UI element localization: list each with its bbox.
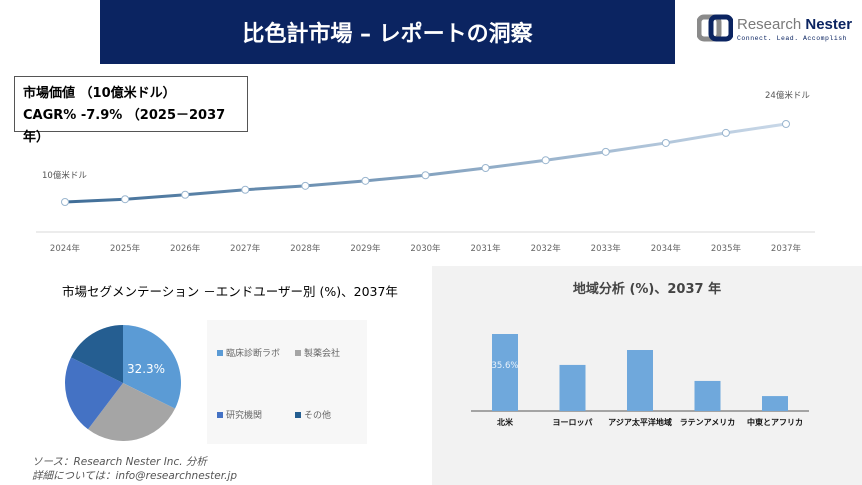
cagr-label: CAGR% -7.9% （2025－2037年） bbox=[23, 108, 226, 145]
category-label: ヨーロッパ bbox=[553, 417, 593, 427]
legend-label: 臨床診断ラボ bbox=[226, 349, 281, 359]
x-tick-label: 2035年 bbox=[711, 243, 742, 254]
bar-chart-title: 地域分析 (%)、2037 年 bbox=[572, 282, 722, 297]
legend-swatch bbox=[295, 411, 301, 418]
x-tick-label: 2034年 bbox=[651, 243, 682, 254]
series-line bbox=[64, 122, 787, 204]
bar bbox=[762, 396, 788, 411]
pie-slice bbox=[70, 325, 123, 383]
data-point bbox=[782, 120, 790, 128]
data-point bbox=[121, 195, 130, 204]
legend-label: その他 bbox=[304, 411, 332, 421]
data-point bbox=[241, 185, 250, 194]
pie-data-label: 32.3% bbox=[127, 362, 165, 376]
pie-slice bbox=[88, 383, 176, 441]
source-note: ソース：Research Nester Inc. 分析 詳細については：info… bbox=[32, 455, 237, 483]
end-value-label: 24億米ドル bbox=[765, 90, 810, 101]
legend-swatch bbox=[217, 411, 223, 418]
data-point bbox=[721, 128, 730, 137]
x-tick-label: 2025年 bbox=[110, 243, 141, 254]
x-tick-label: 2030年 bbox=[410, 243, 441, 254]
x-tick-label: 2028年 bbox=[290, 243, 321, 254]
regional-bar-chart: 北米 ヨーロッパ アジア太平洋地域 ラテンアメリカ 中東とアフリカ 35.6% bbox=[471, 334, 809, 427]
data-point bbox=[301, 181, 310, 190]
data-point bbox=[181, 190, 190, 199]
logo-icon bbox=[696, 14, 734, 42]
x-tick-label: 2033年 bbox=[591, 243, 622, 254]
legend-swatch bbox=[295, 349, 301, 356]
data-point bbox=[661, 138, 670, 147]
contact-text: 詳細については：info@researchnester.jp bbox=[32, 470, 237, 482]
bar bbox=[559, 364, 586, 411]
market-line-chart: 2024年 2025年 2026年 2027年 2028年 2029年 2030年 2031年… bbox=[36, 90, 815, 254]
bar bbox=[627, 350, 653, 411]
x-tick-label: 2026年 bbox=[170, 243, 201, 254]
pie-slice bbox=[65, 357, 123, 430]
x-tick-label: 2032年 bbox=[531, 243, 562, 254]
pie-chart-title: 市場セグメンテーション －エンドユーザー別 (%)、2037年 bbox=[62, 284, 398, 299]
data-point bbox=[481, 164, 490, 173]
x-tick-label: 2024年 bbox=[50, 243, 81, 254]
legend-swatch bbox=[217, 349, 223, 356]
legend-label: 研究機関 bbox=[226, 411, 263, 421]
category-label: ラテンアメリカ bbox=[680, 418, 736, 427]
logo-name-bold: Nester bbox=[805, 16, 853, 33]
data-point bbox=[61, 198, 69, 206]
pie-legend: 臨床診断ラボ 製薬会社研究機関 その他 bbox=[207, 320, 367, 444]
kpi-box: 市場価値 （10億米ドル） CAGR% -7.9% （2025－2037年） bbox=[14, 76, 248, 145]
bar bbox=[492, 334, 518, 411]
bar-data-label: 35.6% bbox=[491, 361, 518, 371]
x-tick-label: 2031年 bbox=[471, 243, 502, 254]
data-point bbox=[421, 171, 430, 180]
data-point bbox=[601, 147, 610, 156]
legend-item: 製薬会社 bbox=[295, 346, 340, 359]
x-tick-label: 2029年 bbox=[350, 243, 381, 254]
legend-item: その他 bbox=[295, 408, 331, 421]
data-point bbox=[541, 156, 550, 165]
start-value-label: 10億米ドル bbox=[42, 170, 87, 181]
report-title-banner: 比色計市場 – レポートの洞察 bbox=[100, 0, 675, 64]
category-label: アジア太平洋地域 bbox=[608, 417, 672, 427]
x-tick-label: 2027年 bbox=[230, 243, 261, 254]
x-tick-label: 2037年 bbox=[771, 243, 802, 254]
market-value-label: 市場価値 （10億米ドル） bbox=[23, 86, 176, 101]
page-title: 比色計市場 – レポートの洞察 bbox=[242, 22, 533, 47]
pie-slice bbox=[123, 325, 181, 409]
logo-name: Research bbox=[737, 16, 806, 33]
data-point bbox=[361, 176, 370, 185]
source-text: ソース：Research Nester Inc. 分析 bbox=[32, 456, 207, 468]
category-label: 中東とアフリカ bbox=[747, 417, 803, 427]
segment-pie-chart: 32.3% bbox=[65, 325, 181, 441]
legend-item: 臨床診断ラボ bbox=[217, 346, 280, 359]
category-label: 北米 bbox=[497, 417, 514, 427]
bar bbox=[694, 380, 721, 411]
research-nester-logo: Research Nester Connect. Lead. Accomplis… bbox=[696, 14, 857, 50]
legend-label: 製薬会社 bbox=[304, 349, 341, 359]
legend-item: 研究機関 bbox=[217, 408, 262, 421]
logo-tagline: Connect. Lead. Accomplish bbox=[737, 35, 848, 42]
